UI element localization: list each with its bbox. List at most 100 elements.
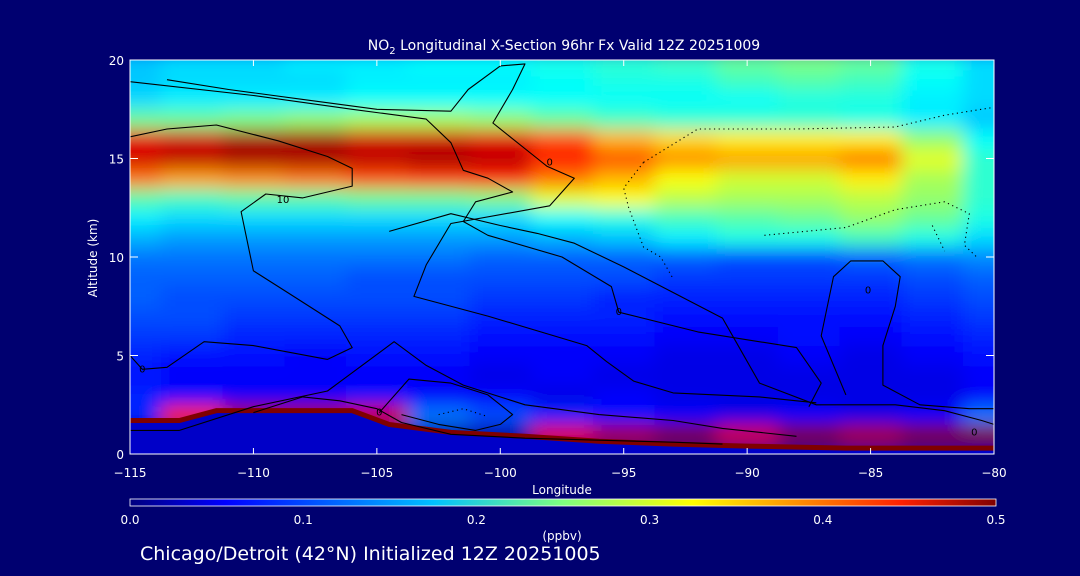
heatmap-cell	[592, 69, 656, 91]
heatmap-cell	[654, 207, 717, 228]
heatmap-cell	[284, 385, 347, 406]
contour-line-dotted	[931, 225, 946, 252]
heatmap-cell	[130, 148, 162, 169]
heatmap-cell	[469, 188, 532, 209]
heatmap-cell	[716, 168, 779, 189]
heatmap-cell	[469, 385, 532, 406]
heatmap-cell	[346, 207, 409, 228]
heatmap-cell	[592, 168, 656, 189]
heatmap-cell	[963, 247, 994, 268]
heatmap-cell	[839, 286, 902, 307]
colorbar-unit-label: (ppbv)	[542, 529, 581, 543]
heatmap-cell	[654, 345, 717, 366]
heatmap-cell	[654, 109, 717, 130]
heatmap-cell	[839, 168, 902, 189]
heatmap-cell	[222, 69, 285, 91]
heatmap-cell	[130, 89, 162, 110]
heatmap-cell	[284, 168, 347, 189]
heatmap-cell	[160, 365, 224, 386]
heatmap-cell	[407, 148, 470, 169]
heatmap-cell	[778, 128, 841, 150]
heatmap-cell	[222, 168, 285, 189]
heatmap-cell	[778, 109, 841, 130]
heatmap-cell	[901, 227, 964, 248]
heatmap-cell	[716, 385, 779, 406]
heatmap-cell	[716, 424, 779, 445]
heatmap-cell	[839, 345, 902, 366]
heatmap-cell	[160, 188, 224, 209]
heatmap-cell	[160, 345, 224, 366]
heatmap-cell	[592, 109, 656, 130]
heatmap-cell	[222, 247, 285, 268]
contour-line	[378, 378, 514, 431]
heatmap-cell	[222, 325, 285, 347]
contour-label: 0	[139, 364, 145, 375]
heatmap-cell	[901, 188, 964, 209]
heatmap-cell	[778, 89, 841, 110]
heatmap-cell	[716, 345, 779, 366]
heatmap-cell	[778, 345, 841, 366]
heatmap-cell	[469, 247, 532, 268]
heatmap-cell	[963, 385, 994, 406]
heatmap-cell	[716, 227, 779, 248]
heatmap-cell	[716, 69, 779, 91]
heatmap-cell	[130, 227, 162, 248]
heatmap-cell	[130, 286, 162, 307]
heatmap-cell	[130, 306, 162, 327]
contour-lines	[130, 63, 994, 445]
terrain-area	[130, 410, 994, 454]
heatmap-cell	[469, 128, 532, 150]
heatmap-cell	[963, 148, 994, 169]
heatmap-cell	[531, 207, 594, 228]
heatmap-cell	[407, 69, 470, 91]
heatmap-cell	[592, 207, 656, 228]
heatmap-cell	[716, 266, 779, 288]
heatmap-cell	[346, 325, 409, 347]
heatmap-cell	[716, 404, 779, 425]
heatmap-cell	[963, 306, 994, 327]
heatmap-cell	[407, 266, 470, 288]
heatmap-cell	[654, 424, 717, 445]
heatmap-cell	[654, 60, 717, 71]
heatmap-cell	[531, 325, 594, 347]
heatmap-cell	[284, 188, 347, 209]
x-tick-label: −115	[114, 466, 147, 480]
heatmap-cell	[222, 385, 285, 406]
x-tick-label: −95	[611, 466, 636, 480]
colorbar	[129, 498, 997, 507]
colorbar-tick-label: 0.4	[813, 513, 832, 527]
heatmap-cell	[654, 128, 717, 150]
heatmap-cell	[963, 168, 994, 189]
heatmap-cell	[592, 188, 656, 209]
heatmap-cell	[592, 89, 656, 110]
heatmap-cell	[346, 69, 409, 91]
heatmap-cell	[531, 227, 594, 248]
heatmap-cell	[469, 286, 532, 307]
heatmap-cell	[284, 128, 347, 150]
heatmap-cell	[963, 345, 994, 366]
heatmap-cell	[222, 148, 285, 169]
heatmap-cell	[469, 207, 532, 228]
heatmap-cell	[222, 128, 285, 150]
heatmap-cell	[130, 109, 162, 130]
heatmap-cell	[469, 404, 532, 425]
heatmap-cell	[716, 247, 779, 268]
heatmap-cell	[469, 345, 532, 366]
heatmap-cell	[407, 385, 470, 406]
heatmap-cell	[839, 404, 902, 425]
heatmap-cell	[654, 325, 717, 347]
heatmap-cell	[130, 207, 162, 228]
heatmap-cell	[531, 188, 594, 209]
heatmap-cell	[901, 266, 964, 288]
heatmap-cell	[839, 109, 902, 130]
heatmap-cell	[222, 109, 285, 130]
heatmap-cell	[160, 266, 224, 288]
heatmap-cell	[963, 365, 994, 386]
heatmap-cell	[531, 306, 594, 327]
heatmap-cell	[284, 109, 347, 130]
colorbar-ticks: 0.0 0.1 0.2 0.3 0.4 0.5	[120, 513, 1005, 527]
colorbar-tick-label: 0.0	[120, 513, 139, 527]
heatmap-cell	[778, 188, 841, 209]
colorbar-tick-label: 0.2	[467, 513, 486, 527]
x-tick-label: −100	[484, 466, 517, 480]
